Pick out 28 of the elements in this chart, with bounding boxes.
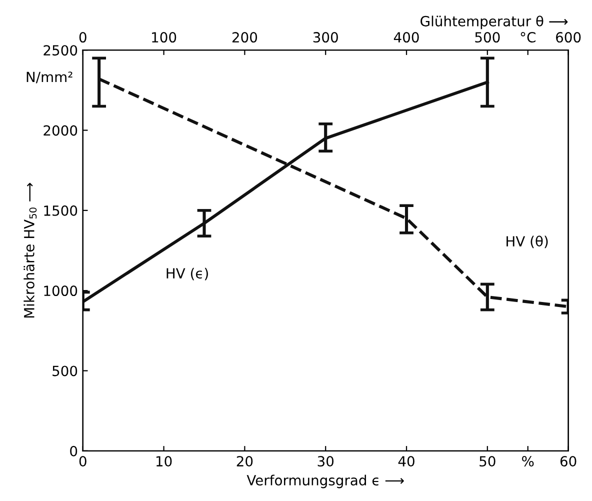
y-tick-label: 1500 [44, 205, 78, 216]
annotation: HV (ϵ) [166, 268, 208, 280]
x2-tick-label: 0 [79, 32, 86, 43]
y-tick-label: 0 [70, 446, 78, 456]
x2-tick-label: 200 [232, 32, 258, 43]
x-axis-title: Verformungsgrad ϵ ⟶ [246, 474, 404, 488]
x-tick-label: 60 [560, 456, 576, 467]
y-tick-label: 500 [52, 366, 78, 376]
y-axis-title: Mikrohärte HV$_{50}$ ⟶ [24, 182, 37, 318]
text: N/mm² [26, 72, 72, 84]
x2-tick-label: 300 [313, 32, 338, 43]
x2-tick-label: 100 [152, 32, 176, 43]
annotation: HV (θ) [506, 236, 548, 248]
x2-tick-label: 600 [556, 32, 581, 43]
x2-axis-title: Glühtemperatur θ ⟶ [420, 16, 568, 30]
y-tick-label: 2500 [44, 45, 78, 56]
x-tick-label: 50 [480, 456, 496, 467]
x-tick-label: 0 [79, 456, 86, 467]
x2-tick-label: 500 [475, 32, 500, 43]
x2-tick-label: 400 [394, 32, 419, 43]
y-tick-label: 2000 [44, 125, 78, 136]
x-tick-label: 30 [318, 456, 334, 467]
x-tick-label: 10 [156, 456, 172, 467]
x-tick-label: 40 [398, 456, 414, 467]
x-tick-label: % [522, 456, 534, 467]
x-tick-label: 20 [236, 456, 253, 467]
y-tick-label: 1000 [44, 286, 78, 296]
x2-tick-label: °C [520, 32, 536, 43]
